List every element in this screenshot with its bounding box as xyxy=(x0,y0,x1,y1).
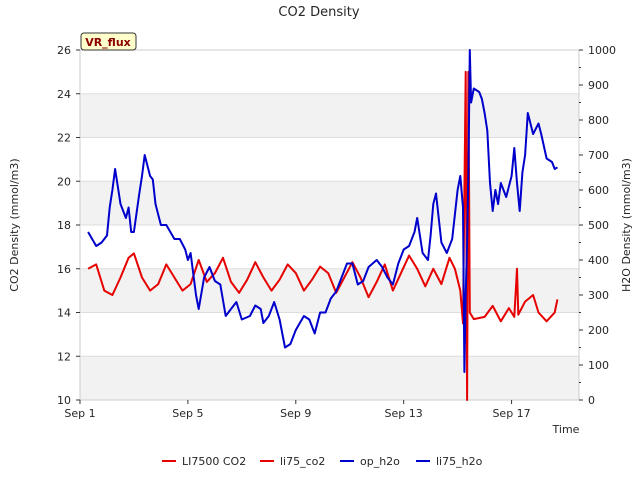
x-axis-label: Time xyxy=(552,423,580,436)
badge-label: VR_flux xyxy=(85,36,131,49)
series-line-li75-h2o xyxy=(87,49,558,373)
x-tick-label: Sep 9 xyxy=(280,407,311,420)
grid-band xyxy=(80,50,579,94)
right-y-tick-label: 1000 xyxy=(588,44,616,57)
legend-label: li75_h2o xyxy=(436,455,483,468)
badge-box xyxy=(80,32,137,51)
legend-entry: LI7500 CO2 xyxy=(162,455,246,468)
legend-entry: li75_co2 xyxy=(260,455,325,468)
series-lines xyxy=(87,49,559,401)
x-tick-label: Sep 13 xyxy=(385,407,423,420)
grid-band xyxy=(80,312,579,357)
right-y-tick-label: 900 xyxy=(588,79,609,92)
left-y-tick-label: 12 xyxy=(57,350,71,363)
right-y-tick-label: 800 xyxy=(588,114,609,127)
background-bands xyxy=(80,49,579,401)
legend: LI7500 CO2 li75_co2 op_h2o li75_h2o xyxy=(162,455,483,468)
right-y-tick-label: 300 xyxy=(588,289,609,302)
grid-band xyxy=(80,356,579,400)
left-y-tick-label: 16 xyxy=(57,263,71,276)
left-y-tick-label: 22 xyxy=(57,132,71,145)
left-y-tick-label: 10 xyxy=(57,394,71,407)
x-axis: Sep 1 Sep 5 Sep 9 Sep 13 Sep 17 xyxy=(64,400,531,420)
right-y-tick-label: 400 xyxy=(588,254,609,267)
grid-band xyxy=(80,137,579,182)
right-y-tick-label: 100 xyxy=(588,359,609,372)
left-y-axis: 10 12 14 16 18 20 22 24 26 xyxy=(57,44,80,407)
legend-label: op_h2o xyxy=(360,455,400,468)
x-tick-label: Sep 17 xyxy=(492,407,530,420)
right-y-tick-label: 0 xyxy=(588,394,595,407)
grid-band xyxy=(80,225,579,269)
left-y-tick-label: 24 xyxy=(57,88,71,101)
right-y-tick-label: 200 xyxy=(588,324,609,337)
right-y-axis-label: H2O Density (mmol/m3) xyxy=(620,158,633,292)
grid-band xyxy=(80,181,579,225)
series-line-li75-co2 xyxy=(87,70,559,401)
right-y-tick-label: 500 xyxy=(588,219,609,232)
legend-label: li75_co2 xyxy=(280,455,325,468)
chart-title: CO2 Density xyxy=(278,5,359,20)
left-y-tick-label: 18 xyxy=(57,219,71,232)
legend-label: LI7500 CO2 xyxy=(182,455,246,468)
legend-entry: op_h2o xyxy=(340,455,400,468)
left-y-tick-label: 14 xyxy=(57,307,71,320)
x-tick-label: Sep 5 xyxy=(172,407,203,420)
left-y-axis-label: CO2 Density (mmol/m3) xyxy=(8,158,21,291)
left-y-tick-label: 20 xyxy=(57,175,71,188)
right-y-tick-label: 600 xyxy=(588,184,609,197)
right-y-axis: 0 100 200 300 400 500 600 700 800 900 1000 xyxy=(579,44,616,407)
x-tick-label: Sep 1 xyxy=(64,407,95,420)
right-y-tick-label: 700 xyxy=(588,149,609,162)
legend-entry: li75_h2o xyxy=(416,455,483,468)
vr-flux-badge: VR_flux xyxy=(80,32,137,51)
grid-band xyxy=(80,93,579,138)
left-y-tick-label: 26 xyxy=(57,44,71,57)
